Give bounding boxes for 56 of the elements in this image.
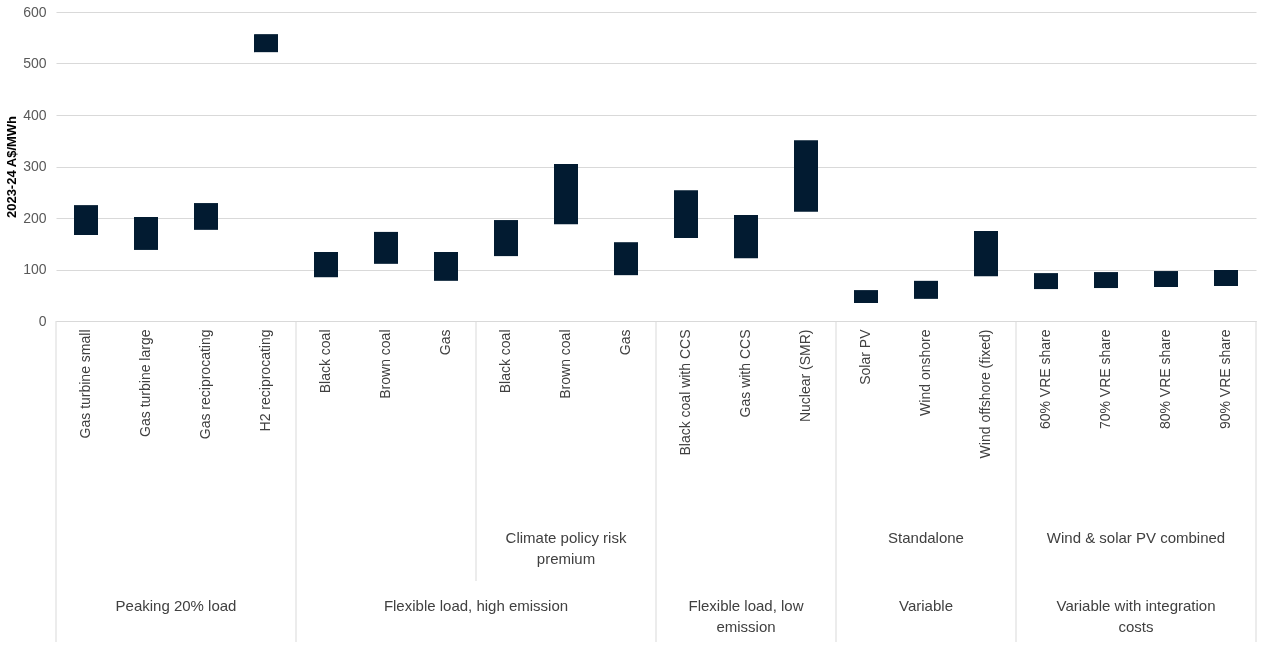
x-tick-label: Nuclear (SMR) — [797, 329, 813, 423]
x-tick-label: Wind offshore (fixed) — [977, 329, 993, 459]
bar — [74, 205, 98, 235]
y-tick-label: 300 — [23, 158, 47, 174]
x-tick-label: Gas turbine large — [137, 329, 153, 437]
x-tick-label: 80% VRE share — [1157, 329, 1173, 430]
text: Wind & solar PV combined — [1046, 529, 1226, 546]
bar — [674, 190, 698, 239]
x-tick-label: Gas turbine small — [77, 329, 93, 439]
y-axis-title: 2023-24 A$/MWh — [4, 115, 20, 219]
x-tick-label: Gas with CCS — [737, 329, 753, 418]
x-tick-label: H2 reciprocating — [257, 329, 273, 432]
bar — [1154, 271, 1178, 288]
bar — [914, 280, 938, 299]
x-tick-label: Gas — [437, 329, 453, 356]
x-tick-label: 90% VRE share — [1217, 329, 1233, 430]
y-tick-label: 600 — [23, 3, 47, 20]
bar — [494, 220, 518, 257]
bar — [854, 290, 878, 303]
text: Flexible load, high emission — [383, 597, 569, 614]
y-tick-label: 200 — [23, 209, 47, 226]
bar — [254, 34, 278, 53]
bar — [1034, 273, 1058, 290]
bar — [1094, 272, 1118, 289]
y-tick-label: 500 — [23, 55, 47, 71]
bar — [794, 140, 818, 212]
text: Variable — [899, 597, 953, 614]
bar — [974, 230, 998, 277]
x-tick-label: 60% VRE share — [1037, 329, 1053, 430]
x-tick-label: Gas — [617, 329, 633, 356]
y-tick-label: 0 — [38, 312, 47, 329]
x-tick-label: Black coal — [497, 329, 513, 394]
text: Peaking 20% load — [115, 597, 237, 614]
bar — [134, 216, 158, 250]
y-tick-label: 100 — [23, 261, 47, 277]
x-tick-label: 70% VRE share — [1097, 329, 1113, 430]
text: Flexible load, low emission — [688, 597, 804, 635]
y-tick-label: 400 — [23, 106, 47, 123]
bar — [194, 203, 218, 230]
bar — [614, 242, 638, 276]
bar — [314, 251, 338, 278]
text: Climate policy risk premium — [505, 529, 627, 567]
bar — [434, 251, 458, 281]
x-tick-label: Black coal with CCS — [677, 329, 693, 456]
text: Standalone — [888, 529, 964, 546]
bar — [374, 231, 398, 264]
x-tick-label: Wind onshore — [917, 329, 933, 416]
bar — [554, 163, 578, 225]
bar — [1214, 270, 1238, 286]
text: Variable with integration costs — [1056, 597, 1216, 635]
x-tick-label: Gas reciprocating — [197, 329, 213, 440]
x-tick-label: Solar PV — [857, 328, 873, 385]
x-tick-label: Black coal — [317, 329, 333, 394]
x-tick-label: Brown coal — [377, 329, 393, 399]
bar — [734, 214, 758, 259]
x-tick-label: Brown coal — [557, 329, 573, 399]
